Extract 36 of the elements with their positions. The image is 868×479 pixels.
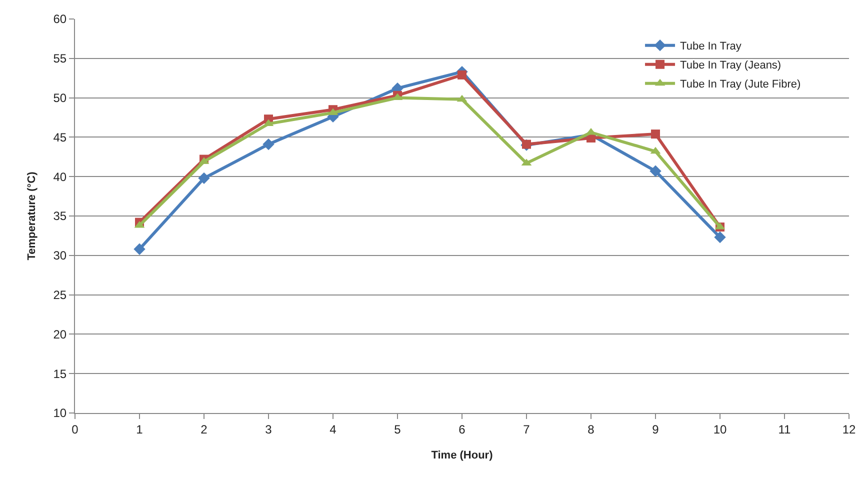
y-tick-label: 50 (53, 91, 67, 105)
y-tick-label: 55 (53, 52, 67, 66)
point (714, 231, 726, 244)
x-tick-label: 12 (842, 422, 856, 436)
y-tick-label: 20 (53, 327, 67, 342)
point (262, 138, 274, 150)
x-tick-label: 5 (394, 422, 402, 436)
y-tick-label: 40 (53, 170, 67, 184)
x-tick-label: 8 (588, 422, 595, 436)
point (198, 172, 210, 184)
y-axis-title: Temperature (°C) (26, 171, 38, 260)
x-tick-label: 7 (523, 422, 530, 436)
x-tick-label: 6 (458, 422, 466, 436)
legend-label: Tube In Tray (Jute Fibre) (680, 78, 801, 91)
x-tick-label: 1 (136, 422, 144, 436)
legend-label: Tube In Tray (680, 40, 742, 53)
point (458, 70, 466, 80)
x-tick-label: 4 (330, 422, 337, 436)
y-tick-label: 35 (53, 209, 67, 224)
x-tick-label: 10 (713, 422, 727, 436)
y-tick-label: 10 (53, 406, 67, 420)
x-axis-title: Time (Hour) (431, 450, 494, 462)
y-tick-label: 15 (53, 366, 67, 381)
point (651, 130, 660, 139)
x-tick-label: 0 (72, 422, 79, 436)
x-tick-label: 3 (265, 422, 272, 436)
y-tick-label: 60 (53, 12, 67, 26)
y-tick-label: 45 (53, 130, 67, 144)
y-tick-label: 25 (53, 288, 67, 302)
x-tick-label: 2 (200, 422, 208, 436)
legend-label: Tube In Tray (Jeans) (680, 60, 782, 72)
y-tick-label: 30 (53, 248, 67, 263)
x-tick-label: 11 (778, 422, 792, 436)
point (650, 165, 662, 177)
point (134, 243, 146, 255)
x-tick-label: 9 (652, 422, 660, 436)
